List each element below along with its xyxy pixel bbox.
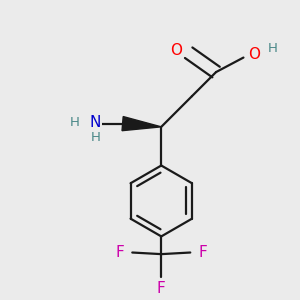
Text: N: N xyxy=(89,115,101,130)
Text: H: H xyxy=(268,42,278,55)
Text: O: O xyxy=(170,43,182,58)
Text: H: H xyxy=(70,116,80,128)
Text: F: F xyxy=(157,281,166,296)
Polygon shape xyxy=(122,117,161,131)
Text: H: H xyxy=(90,131,100,144)
Text: F: F xyxy=(199,245,208,260)
Text: F: F xyxy=(115,245,124,260)
Text: O: O xyxy=(248,47,260,62)
